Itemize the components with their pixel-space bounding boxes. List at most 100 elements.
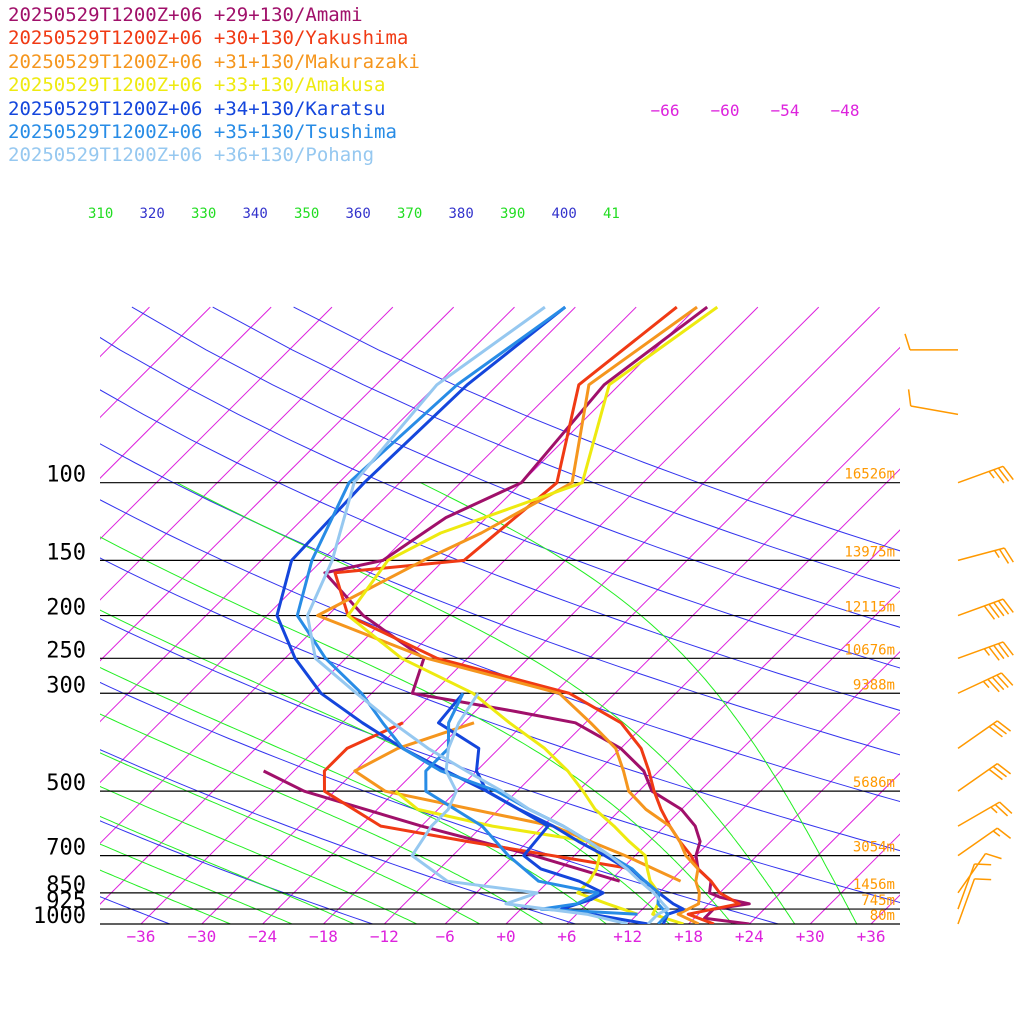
isotherm-line (0, 307, 28, 924)
moist-adiabat-line (420, 482, 858, 924)
pressure-label: 1000 (33, 904, 86, 929)
wind-barb-feather (974, 863, 992, 866)
theta-label: 370 (397, 206, 422, 222)
moist-adiabat-line (100, 752, 481, 924)
wind-barb (957, 801, 1013, 827)
wind-barb (907, 389, 959, 416)
isotherm-line (932, 307, 1024, 924)
wind-barb-feather (992, 723, 1007, 735)
wind-barb-feather (988, 646, 1000, 661)
wind-barb-feather (988, 603, 1000, 619)
wind-barb-staff (957, 672, 1002, 694)
upper-isotherm-label: −66 (651, 101, 680, 120)
height-label: 10676m (844, 642, 895, 658)
dry-adiabat-line (100, 896, 172, 924)
wind-barb (957, 763, 1012, 792)
temperature-tick-label: +36 (857, 927, 886, 946)
dewpoint-profile-3 (353, 721, 682, 883)
pressure-label: 100 (46, 463, 86, 488)
dry-adiabat-line (100, 618, 900, 903)
theta-labels: 310 320 330 340 350 360 370 380 390 400 41 (88, 206, 620, 222)
temperature-tick-label: +18 (674, 927, 703, 946)
wind-barb-feather (996, 827, 1012, 839)
wind-barb-feather (1002, 465, 1014, 481)
dry-adiabat-line (131, 306, 900, 628)
isotherm-line (749, 772, 900, 924)
dry-adiabat-lines (100, 306, 900, 924)
height-label: 9388m (853, 677, 895, 693)
sounding-profiles (262, 305, 751, 924)
temperature-tick-label: −18 (309, 927, 338, 946)
dry-adiabat-line (100, 820, 375, 924)
dry-adiabat-line (100, 557, 900, 852)
wind-barb-half-feather (994, 550, 1000, 559)
wind-barb (957, 641, 1014, 661)
wind-barb-feather (974, 878, 992, 881)
theta-label: 320 (140, 206, 165, 222)
upper-isotherm-label: −54 (771, 101, 800, 120)
height-label: 5686m (853, 775, 895, 791)
moist-adiabat-line (100, 815, 356, 924)
upper-isotherm-label: −48 (831, 101, 860, 120)
dewpoint-profile-5 (437, 692, 649, 924)
wind-barb (957, 863, 992, 910)
isotherm-line (100, 306, 211, 419)
moist-adiabat-line (100, 869, 232, 924)
height-label: 3054m (853, 840, 895, 856)
temperature-profile-1 (323, 305, 751, 924)
theta-label: 330 (191, 206, 216, 222)
pressure-label: 150 (46, 540, 86, 565)
height-label: 1456m (853, 877, 895, 893)
wind-barb (904, 333, 958, 351)
height-label: 745m (861, 893, 895, 909)
wind-barb-staff (957, 827, 998, 857)
wind-barb-feather (993, 469, 1005, 484)
pressure-label: 300 (46, 673, 86, 698)
temperature-profile-4 (346, 305, 719, 924)
wind-barb-feather (991, 676, 1005, 691)
theta-label: 350 (294, 206, 319, 222)
wind-barb-half-feather (990, 806, 998, 814)
wind-barb-feather (904, 333, 911, 351)
wind-barb-feather (996, 674, 1009, 688)
temperature-tick-label: +6 (557, 927, 576, 946)
dry-adiabat-line (100, 389, 900, 711)
dewpoint-profile-2 (322, 721, 633, 871)
isotherm-line (100, 306, 272, 479)
temperature-axis-labels: −36 −30 −24 −18 −12 −6 +0 +6 +12 +18 +24 +30 +36 (127, 927, 886, 946)
wind-barb-feather (996, 763, 1012, 775)
dry-adiabat-line (293, 306, 900, 552)
moist-adiabat-line (100, 536, 733, 924)
theta-label: 360 (346, 206, 371, 222)
upper-isotherm-label: −60 (711, 101, 740, 120)
pressure-label: 200 (46, 596, 86, 621)
dewpoint-profile-1 (262, 769, 621, 883)
wind-barb-feather (1002, 598, 1014, 613)
wind-barb (957, 720, 1012, 750)
temperature-tick-label: +0 (496, 927, 515, 946)
pressure-label: 925 (46, 889, 86, 914)
dewpoint-profile-6 (424, 692, 638, 916)
wind-barb-feather (987, 678, 1000, 693)
height-label: 16526m (844, 467, 895, 483)
height-labels: 16526m 13975m 12115m 10676m 9388m 5686m 3054m 1… (844, 467, 895, 924)
wind-barb-staff (957, 465, 1004, 484)
upper-isotherm-labels: −66 −60 −54 −48 (651, 101, 860, 120)
legend-entry: 20250529T1200Z+06 +30+130/Yakushima (8, 27, 409, 50)
wind-barb-staff (957, 598, 1004, 617)
wind-barb-staff (957, 547, 1005, 562)
temperature-tick-label: +24 (735, 927, 764, 946)
theta-label: 310 (88, 206, 113, 222)
wind-barb-staff (957, 763, 998, 792)
legend-entry: 20250529T1200Z+06 +29+130/Amami (8, 4, 363, 26)
wind-barb-staff (957, 720, 998, 750)
wind-barb-feather (998, 548, 1010, 564)
wind-barb-staff (910, 405, 959, 416)
wind-barb-half-feather (982, 680, 990, 689)
temperature-profile-2 (333, 305, 741, 924)
wind-barb (957, 672, 1014, 694)
wind-barb-staff (957, 863, 976, 910)
wind-barb-half-feather (983, 648, 990, 656)
wind-barb (957, 547, 1014, 564)
moist-adiabat-lines (100, 482, 858, 924)
